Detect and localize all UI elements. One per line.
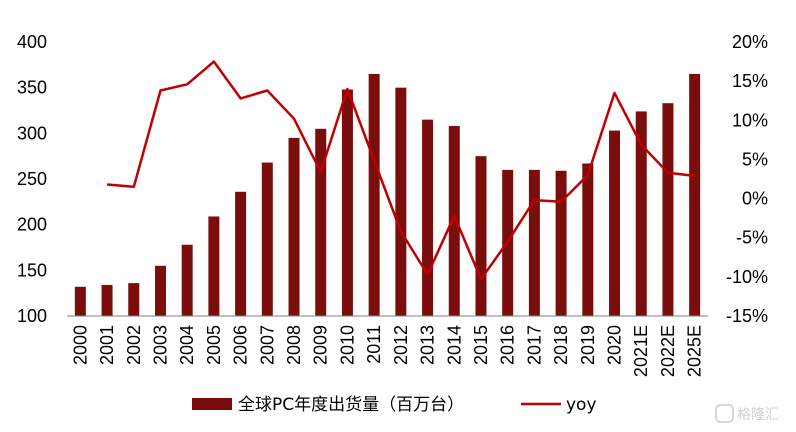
bar — [662, 103, 674, 317]
legend: 全球PC年度出货量（百万台） yoy — [192, 395, 597, 415]
x-tick-label: 2014 — [444, 325, 464, 365]
bar — [74, 286, 86, 316]
x-tick-label: 2008 — [284, 325, 304, 365]
bar — [261, 162, 273, 316]
watermark: 格隆汇 — [715, 404, 779, 423]
bar — [395, 87, 407, 317]
y-left-tick-label: 300 — [17, 123, 47, 143]
x-tick-label: 2021E — [631, 325, 651, 377]
y-left-tick-label: 200 — [17, 215, 47, 235]
bar — [582, 163, 594, 316]
legend-bar-swatch — [192, 398, 232, 410]
x-tick-label: 2012 — [391, 325, 411, 365]
bar — [689, 73, 701, 316]
y-left-tick-label: 350 — [17, 78, 47, 98]
bar — [368, 73, 380, 316]
bar — [101, 284, 113, 316]
x-tick-label: 2022E — [658, 325, 678, 377]
bar — [448, 126, 460, 316]
y-right-tick-label: 15% — [732, 71, 768, 91]
y-right-tick-label: 5% — [742, 149, 768, 169]
bar — [609, 130, 621, 316]
y-right-tick-label: -10% — [726, 267, 768, 287]
x-tick-label: 2017 — [524, 325, 544, 365]
legend-line-label: yoy — [566, 395, 597, 415]
bar — [208, 216, 220, 316]
bar — [635, 111, 647, 316]
x-tick-label: 2013 — [418, 325, 438, 365]
x-tick-label: 2016 — [498, 325, 518, 365]
bar — [128, 283, 140, 316]
x-tick-label: 2001 — [97, 325, 117, 365]
watermark-text: 格隆汇 — [737, 407, 779, 423]
x-tick-label: 2002 — [124, 325, 144, 365]
yoy-series — [106, 60, 695, 281]
right-axis-ticks: -15% -10% -5% 0% 5% 10% 15% 20% — [726, 32, 768, 326]
bar — [341, 89, 353, 316]
y-left-tick-label: 250 — [17, 169, 47, 189]
bar — [555, 170, 567, 316]
x-tick-label: 2019 — [578, 325, 598, 365]
x-tick-label: 2005 — [204, 325, 224, 365]
x-tick-label: 2007 — [257, 325, 277, 365]
x-tick-label: 2003 — [150, 325, 170, 365]
bar — [528, 169, 540, 316]
x-tick-label: 2011 — [364, 325, 384, 364]
x-tick-label: 2020 — [605, 325, 625, 365]
bar — [315, 128, 327, 316]
x-axis-ticks: 2000 2001 2002 2003 2004 2005 2006 2007 2008 2009… — [70, 325, 704, 377]
y-left-tick-label: 150 — [17, 260, 47, 280]
y-right-tick-label: -5% — [736, 228, 768, 248]
x-tick-label: 2025E — [685, 325, 705, 377]
x-tick-label: 2010 — [337, 325, 357, 365]
bar — [235, 191, 247, 316]
bar — [475, 156, 487, 316]
y-left-tick-label: 400 — [17, 32, 47, 52]
x-tick-label: 2009 — [311, 325, 331, 365]
left-axis-ticks: 100 150 200 250 300 350 400 — [17, 32, 47, 326]
bar — [181, 244, 193, 316]
y-right-tick-label: 20% — [732, 32, 768, 52]
y-right-tick-label: 10% — [732, 110, 768, 130]
x-tick-label: 2004 — [177, 325, 197, 365]
x-tick-label: 2015 — [471, 325, 491, 365]
gelonghui-logo-icon — [715, 404, 734, 423]
bar — [154, 265, 166, 316]
yoy-line — [106, 60, 695, 281]
bar — [288, 137, 300, 316]
legend-bar-label: 全球PC年度出货量（百万台） — [238, 395, 464, 415]
x-tick-label: 2000 — [70, 325, 90, 365]
x-tick-label: 2018 — [551, 325, 571, 365]
y-left-tick-label: 100 — [17, 306, 47, 326]
bar — [422, 119, 434, 316]
y-right-tick-label: 0% — [742, 189, 768, 209]
x-tick-label: 2006 — [231, 325, 251, 365]
y-right-tick-label: -15% — [726, 306, 768, 326]
